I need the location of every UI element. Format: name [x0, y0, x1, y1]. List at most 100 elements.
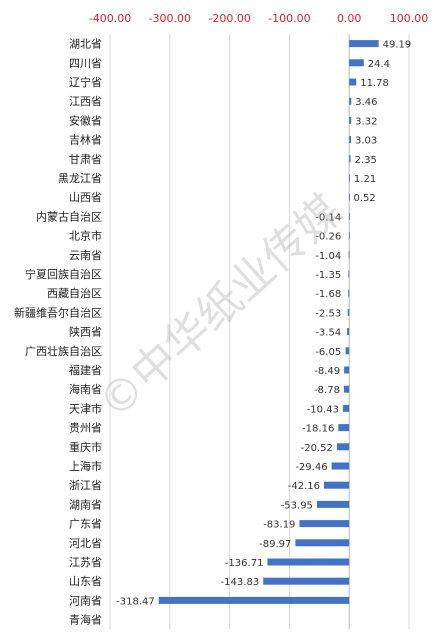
x-tick-label: -100.00: [268, 12, 310, 25]
bar: [295, 539, 350, 547]
category-label: 重庆市: [69, 440, 102, 454]
bar: [349, 136, 352, 144]
category-label: 陕西省: [69, 325, 102, 339]
data-label: -89.97: [259, 539, 291, 550]
bar: [349, 212, 350, 220]
watermark: ©中华纸业传媒: [89, 185, 352, 429]
bar: [343, 385, 350, 393]
bars: [158, 40, 379, 604]
category-label: 贵州省: [69, 422, 102, 435]
category-label: 吉林省: [69, 133, 102, 147]
bar: [349, 97, 352, 105]
data-labels: 49.19 24.4 11.78 3.46 3.32 3.03 2.35 1.21 0.52 -0…: [116, 40, 411, 608]
bar: [338, 424, 350, 432]
category-label: 黑龙江省: [58, 172, 102, 185]
category-labels: 湖北省四川省辽宁省江西省安徽省吉林省甘肃省黑龙江省山西省内蒙古自治区北京市云南省…: [14, 38, 102, 627]
x-tick-label: 100.00: [390, 12, 429, 25]
category-label: 湖南省: [69, 498, 102, 511]
category-label: 天津市: [69, 401, 102, 415]
bar: [349, 232, 350, 240]
category-label: 福建省: [69, 363, 102, 377]
category-label: 广东省: [69, 518, 102, 531]
category-label: 山东省: [69, 575, 102, 588]
bar: [348, 251, 350, 259]
bar: [267, 558, 350, 566]
category-label: 北京市: [69, 229, 102, 243]
data-label: -6.05: [315, 347, 341, 358]
bar: [344, 366, 350, 374]
category-label: 浙江省: [69, 479, 102, 492]
bar: [263, 577, 350, 585]
bar: [348, 289, 350, 297]
data-label: 1.21: [354, 174, 376, 185]
category-label: 安徽省: [69, 113, 102, 127]
data-label: 3.03: [355, 136, 377, 147]
bar: [349, 78, 357, 86]
data-label: -10.43: [307, 404, 339, 415]
x-tick-label: -400.00: [89, 12, 131, 25]
bar: [316, 500, 350, 508]
data-label: 2.35: [355, 155, 377, 166]
data-label: -0.26: [315, 232, 341, 243]
category-label: 河北省: [69, 537, 102, 550]
bar: [349, 193, 350, 201]
data-label: -42.16: [288, 481, 320, 492]
category-label: 云南省: [69, 249, 102, 262]
category-label: 西藏自治区: [47, 286, 102, 300]
data-label: -2.53: [315, 308, 341, 319]
category-label: 新疆维吾尔自治区: [14, 305, 102, 319]
bar: [349, 40, 379, 48]
data-label: -318.47: [116, 596, 155, 607]
data-label: -1.68: [315, 289, 341, 300]
bar: [349, 116, 352, 124]
data-label: -143.83: [221, 577, 260, 588]
category-label: 山西省: [69, 191, 102, 204]
data-label: -83.19: [263, 520, 295, 531]
category-label: 江西省: [69, 95, 102, 108]
category-label: 海南省: [69, 382, 102, 396]
bar: [299, 520, 350, 528]
data-label: -20.52: [301, 443, 333, 454]
data-label: -0.14: [315, 212, 341, 223]
category-label: 上海市: [69, 459, 102, 473]
bar: [349, 155, 351, 163]
x-tick-label: -300.00: [149, 12, 191, 25]
bar: [349, 59, 364, 67]
category-label: 内蒙古自治区: [36, 209, 102, 223]
data-label: 11.78: [360, 78, 389, 89]
x-tick-label: -200.00: [208, 12, 250, 25]
bar: [347, 308, 350, 316]
category-label: 青海省: [69, 613, 102, 627]
data-label: 49.19: [383, 40, 412, 51]
category-label: 湖北省: [69, 38, 102, 51]
bar: [331, 462, 350, 470]
gridlines: [109, 34, 410, 630]
data-label: -1.35: [315, 270, 341, 281]
category-label: 四川省: [69, 57, 102, 70]
data-label: 3.32: [355, 116, 377, 127]
x-tick-label: 0.00: [337, 12, 362, 25]
bar: [342, 404, 350, 412]
bar: [347, 328, 350, 336]
data-label: 0.52: [354, 193, 376, 204]
bar: [323, 481, 350, 489]
bar: [348, 270, 350, 278]
data-label: -3.54: [315, 328, 341, 339]
data-label: -53.95: [281, 500, 313, 511]
data-label: -29.46: [295, 462, 327, 473]
category-label: 宁夏回族自治区: [25, 267, 102, 281]
data-label: -8.78: [314, 385, 340, 396]
data-label: -8.49: [314, 366, 340, 377]
category-label: 甘肃省: [69, 153, 102, 166]
category-label: 辽宁省: [69, 75, 102, 89]
data-label: 3.46: [355, 97, 377, 108]
x-axis-ticks: -400.00 -300.00 -200.00 -100.00 0.00 100.00: [89, 12, 428, 25]
data-label: -1.04: [315, 251, 341, 262]
data-label: 24.4: [368, 59, 390, 70]
data-label: -18.16: [302, 424, 334, 435]
bar: [345, 347, 350, 355]
bar: [336, 443, 350, 451]
category-label: 广西壮族自治区: [25, 344, 102, 358]
bar: [158, 596, 350, 604]
